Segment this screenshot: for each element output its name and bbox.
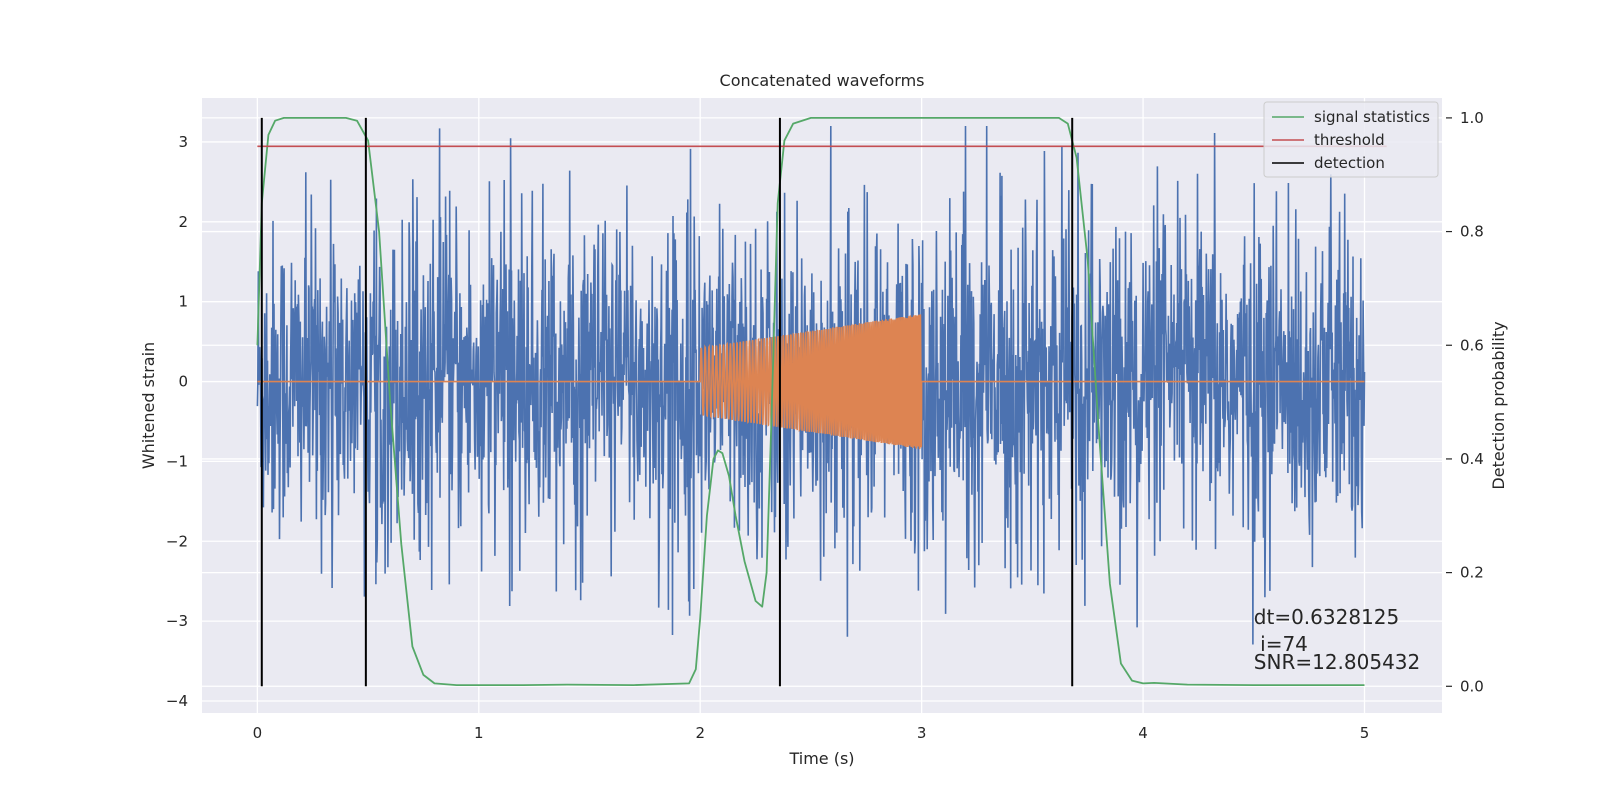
x-tick-label: 4: [1138, 724, 1148, 742]
strain-line: [256, 125, 1366, 645]
axis-ticks: 0 1 2 3 4 5 −4 −3 −2 −1 0 1 2 3 0.0 0.2 0.4 0.6 0.8 1.0: [166, 109, 1484, 742]
legend-box: [1263, 101, 1439, 178]
y-tick-label: 3: [178, 133, 188, 151]
x-tick-label: 3: [917, 724, 927, 742]
y-tick-label: −2: [166, 532, 188, 550]
strain-series: [256, 125, 1366, 645]
legend-label-signal-statistics: signal statistics: [1314, 108, 1430, 126]
y2-tick-label: 0.4: [1460, 450, 1484, 468]
injected-waveform-line: [257, 314, 1365, 450]
x-tick-label: 5: [1360, 724, 1370, 742]
chart-title: Concatenated waveforms: [720, 71, 925, 90]
annotation-index: i=74: [1254, 632, 1308, 656]
x-tick-label: 2: [695, 724, 705, 742]
annotation-snr: SNR=12.805432: [1254, 650, 1420, 674]
y2-tick-label: 0.6: [1460, 336, 1484, 354]
y2-tick-label: 0.2: [1460, 564, 1484, 582]
legend-label-threshold: threshold: [1314, 131, 1385, 149]
y-tick-label: −4: [166, 692, 188, 710]
y-tick-label: 0: [178, 373, 188, 391]
y2-tick-label: 1.0: [1460, 109, 1484, 127]
annotation-dt: dt=0.6328125: [1254, 605, 1399, 629]
y-axis-label: Whitened strain: [139, 342, 158, 469]
injected-waveform-series: [257, 314, 1365, 450]
signal-statistics-line: [256, 117, 1365, 686]
x-axis-label: Time (s): [788, 749, 854, 768]
signal-statistics-series: [256, 117, 1365, 686]
y-tick-label: 2: [178, 213, 188, 231]
legend: signal statistics threshold detection: [1263, 101, 1439, 178]
y-tick-label: −3: [166, 612, 188, 630]
y2-tick-label: 0.0: [1460, 677, 1484, 695]
y2-tick-label: 0.8: [1460, 223, 1484, 241]
y-tick-label: −1: [166, 452, 188, 470]
x-tick-label: 1: [474, 724, 484, 742]
y-tick-label: 1: [178, 293, 188, 311]
x-tick-label: 0: [253, 724, 263, 742]
y2-axis-label: Detection probability: [1489, 321, 1508, 489]
legend-label-detection: detection: [1314, 154, 1385, 172]
detection-series: [260, 117, 1074, 687]
